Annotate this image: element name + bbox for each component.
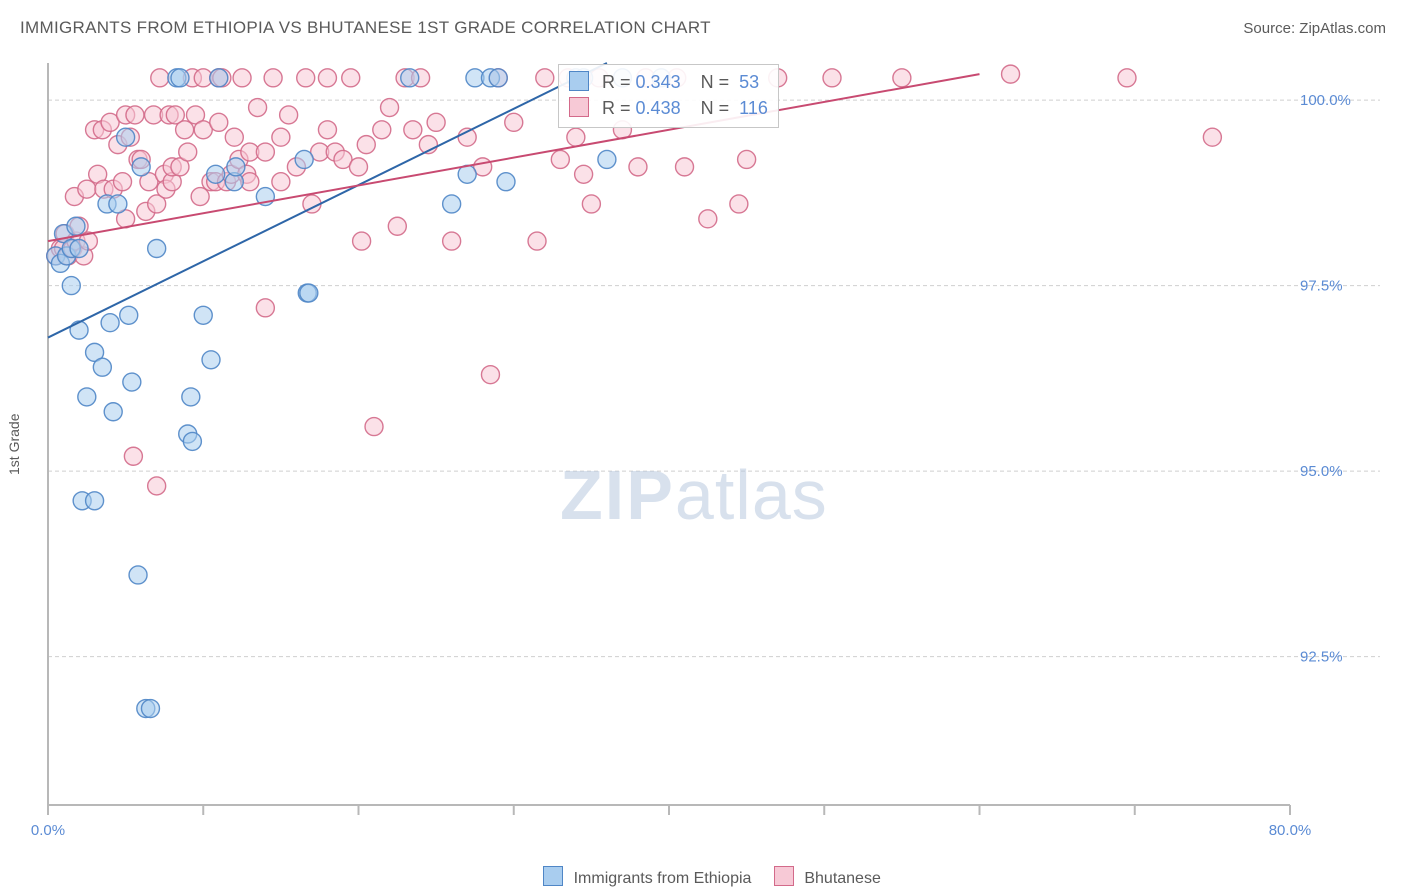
chart-area: 1st Grade 92.5% 95.0% 97.5% 100.0% 0.0% 80.0%… (0, 45, 1406, 845)
swatch-ethiopia (569, 71, 589, 91)
r-label: R = (602, 72, 631, 92)
y-axis-label: 1st Grade (6, 414, 22, 475)
chart-title: IMMIGRANTS FROM ETHIOPIA VS BHUTANESE 1S… (20, 18, 711, 38)
source-link[interactable]: ZipAtlas.com (1299, 20, 1386, 37)
r-value-ethiopia: 0.343 (636, 72, 681, 92)
n-value-bhutanese: 116 (739, 98, 768, 118)
n-value-ethiopia: 53 (739, 72, 759, 92)
stat-row-bhutanese: R = 0.438 N = 116 (569, 95, 768, 121)
legend-swatch-ethiopia (543, 866, 563, 886)
source-prefix: Source: (1243, 20, 1299, 37)
n-label: N = (701, 72, 730, 92)
scatter-chart: 92.5% 95.0% 97.5% 100.0% 0.0% 80.0% (0, 45, 1406, 845)
svg-text:97.5%: 97.5% (1300, 278, 1343, 295)
swatch-bhutanese (569, 97, 589, 117)
source-label: Source: ZipAtlas.com (1243, 20, 1386, 37)
legend-label-ethiopia: Immigrants from Ethiopia (574, 870, 752, 887)
svg-text:80.0%: 80.0% (1269, 822, 1312, 839)
r-value-bhutanese: 0.438 (636, 98, 681, 118)
correlation-stat-box: R = 0.343 N = 53 R = 0.438 N = 116 (558, 64, 779, 128)
svg-text:92.5%: 92.5% (1300, 649, 1343, 666)
n-label: N = (701, 98, 730, 118)
svg-text:0.0%: 0.0% (31, 822, 65, 839)
stat-row-ethiopia: R = 0.343 N = 53 (569, 69, 768, 95)
legend-swatch-bhutanese (774, 866, 794, 886)
r-label: R = (602, 98, 631, 118)
svg-text:95.0%: 95.0% (1300, 463, 1343, 480)
legend: Immigrants from Ethiopia Bhutanese (0, 866, 1406, 888)
svg-text:100.0%: 100.0% (1300, 92, 1351, 109)
legend-label-bhutanese: Bhutanese (804, 870, 881, 887)
